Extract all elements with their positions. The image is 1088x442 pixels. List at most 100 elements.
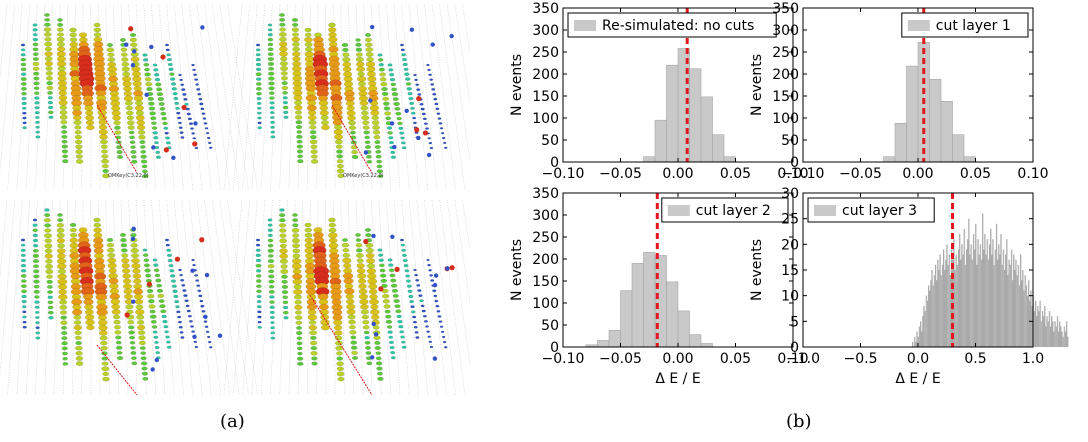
detector-string [128, 4, 138, 191]
histogram-2: −0.10 −0.05 0.00 0.05 0.10050100150200250300… [749, 1, 1049, 182]
histogram-bar [643, 156, 656, 163]
dom-hit [292, 90, 303, 97]
dom-hit [34, 300, 40, 304]
dom-hit [257, 325, 262, 329]
dom-hit [160, 309, 167, 314]
dom-hit [148, 299, 155, 304]
y-tick-label: 25 [781, 212, 799, 228]
dom-hit [152, 258, 158, 262]
dom-hit [109, 90, 119, 97]
dom-hit [257, 121, 262, 125]
dom-hit [377, 53, 383, 57]
x-axis-label: Δ E / E [655, 371, 700, 387]
y-axis-label: N events [509, 239, 525, 301]
dom-hit [294, 304, 303, 310]
dom-hit [194, 274, 199, 277]
dom-hit [377, 371, 383, 376]
dom-hit [127, 125, 135, 130]
dom-hit [377, 58, 384, 62]
dom-hit [279, 248, 288, 254]
dom-hit [209, 346, 213, 349]
dom-hit [206, 335, 211, 339]
dom-hit [169, 269, 175, 273]
x-tick-label: 0.00 [662, 166, 693, 182]
dom-hit [297, 361, 304, 366]
dom-hit [106, 242, 114, 248]
dom-hit [432, 356, 438, 361]
dom-hit [102, 371, 109, 377]
dom-hit [124, 42, 129, 47]
dom-hit [175, 305, 180, 309]
y-tick-label: 250 [772, 45, 799, 61]
dom-hit [395, 111, 402, 116]
dom-hit [35, 331, 41, 335]
dom-hit [75, 356, 84, 361]
histogram-bar [1016, 275, 1019, 347]
dom-hit [57, 66, 66, 72]
dom-hit [44, 243, 53, 249]
dom-hit [257, 111, 262, 115]
dom-hit [270, 130, 275, 134]
dom-hit [20, 67, 27, 72]
dom-hit [375, 361, 383, 366]
dom-hit [159, 304, 166, 309]
dom-hit [130, 346, 136, 350]
dom-hit [269, 305, 275, 309]
dom-hit [73, 119, 82, 126]
detector-string [269, 4, 281, 191]
dom-hit [179, 273, 183, 277]
dom-hit [401, 345, 407, 349]
dom-hit [22, 315, 27, 319]
dom-hit [391, 283, 398, 288]
dom-hit [73, 314, 82, 320]
dom-hit [296, 346, 303, 351]
dom-hit [161, 116, 167, 121]
histogram-bar [936, 280, 938, 347]
dom-hit [279, 208, 285, 212]
detector-string [181, 199, 203, 396]
dom-hit [43, 27, 52, 32]
dom-hit [256, 101, 262, 105]
dom-hit [269, 101, 275, 105]
histogram-bar [916, 331, 918, 347]
legend-label: cut layer 1 [936, 18, 1011, 34]
dom-hit [328, 217, 336, 223]
dom-hit [32, 52, 39, 57]
x-tick-label: −0.10 [542, 166, 585, 182]
dom-hit [310, 149, 318, 154]
detector-string [151, 199, 166, 396]
dom-hit [350, 340, 358, 345]
dom-hit [304, 32, 312, 37]
dom-hit [140, 361, 148, 366]
dom-hit [269, 300, 275, 304]
dom-hit [61, 341, 68, 346]
detector-string [7, 4, 23, 191]
event-display-view-1: OMKey(C3,22,0) [0, 4, 259, 191]
dom-hit [329, 247, 339, 254]
dom-hit [343, 277, 354, 285]
dom-hit [110, 100, 121, 107]
dom-hit [133, 278, 142, 284]
dom-hit [130, 233, 137, 238]
dom-hit [368, 98, 373, 103]
dom-hit [45, 269, 54, 275]
dom-hit [342, 238, 348, 242]
dom-hit [255, 53, 261, 57]
dom-hit [328, 232, 338, 239]
x-tick-label: −1.0 [786, 351, 820, 367]
histogram-bar [1036, 316, 1038, 347]
dom-hit [418, 294, 423, 297]
dom-hit [99, 134, 108, 140]
dom-hit [86, 324, 95, 331]
dom-hit [120, 238, 127, 243]
dom-hit [256, 289, 262, 294]
dom-hit [282, 300, 289, 305]
dom-hit [155, 351, 160, 355]
x-tick-label: 0.05 [960, 166, 991, 182]
dom-hit [292, 41, 300, 47]
dom-hit [421, 112, 426, 116]
dom-hit [178, 325, 183, 329]
dom-hit [416, 135, 421, 141]
histogram-bar [1054, 321, 1056, 347]
y-tick-label: 300 [772, 23, 799, 39]
